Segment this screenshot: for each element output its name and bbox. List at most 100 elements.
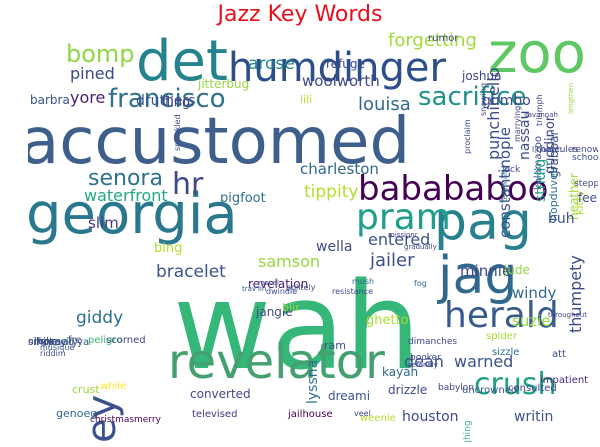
word-musique: musique [40,343,75,352]
word-rumor: rumor [428,33,459,44]
word-sizzle: sizzle [492,347,520,358]
word-bing: bing [154,241,183,256]
word-woolworth: woolworth [302,72,380,90]
word-writin: writin [514,409,554,425]
word-trav-lin: trav'lin [242,285,267,293]
word-while: while [100,381,127,392]
word-terrifically: terrifically [501,167,509,203]
word-booker: booker [410,353,441,363]
word-gradually: gradually [404,243,437,251]
word-ram: ram [324,339,346,352]
word-throughout: throughout [548,311,587,319]
word-snowing: snowing [479,82,488,116]
word-pacify: pacify [48,337,79,348]
word-crush: crush [474,367,557,402]
word-giddy: giddy [76,308,124,328]
word-resistance: resistance [332,287,374,296]
word-senora: senora [88,166,163,191]
word-spider: spider [486,331,517,342]
word-renowned: renowned [572,145,598,155]
word-yore: yore [70,88,106,107]
word-georgia: georgia [28,182,238,247]
word-drizzle: drizzle [388,383,428,397]
word-thumpety: thumpety [566,254,585,333]
word-uncrowned: uncrowned [462,385,518,396]
word-blir: blir [282,301,300,314]
word-fog: fog [414,279,427,288]
word-politely: politely [286,283,316,292]
word-triumph: triumph [535,93,544,126]
word-bracelet: bracelet [156,262,226,282]
word-dreami: dreami [328,389,371,403]
word-l-mma: l'mma [34,335,69,348]
word-refuge: refuge [326,57,365,71]
word-hercules: hercules [540,145,579,155]
word-nilly: nilly [28,337,47,347]
word-sprinkled: sprinkled [173,114,182,152]
word-schooled: schooled [572,153,598,163]
word-wah: wah [173,258,421,397]
word-missionr: missionr [388,231,418,239]
word-serenely: serenely [408,361,438,369]
word-pined: pined [70,64,115,83]
word-humdinger: humdinger [228,45,446,91]
word-jangle: jangle [256,305,293,319]
word-buh: buh [548,211,575,227]
word-louisa: louisa [358,94,411,115]
word-det: det [136,32,228,94]
word-jailer: jailer [370,250,415,271]
word-pag: pag [434,192,532,252]
word-sleighing: sleighing [463,420,473,442]
word-d-ya: d'ya [68,337,90,348]
word-suzie: suzie [512,312,551,330]
word-savannah: savannah [524,111,558,119]
word-warned: warned [454,352,514,371]
word-peligro: peligro [88,335,123,346]
word-francisco: francisco [108,84,226,114]
word-wella: wella [316,239,353,255]
word-converted: converted [190,387,251,401]
word-ups: ups [38,337,55,347]
word-riddim: riddim [40,349,66,358]
word-smokey: smokey [28,337,67,348]
word-marrying: marrying [513,106,522,143]
word-revelation: revelation [248,277,309,291]
word-jude: jude [504,263,530,277]
word-consulted: consulted [508,383,557,394]
word-rascal: rascal [258,279,279,287]
word-mush: mush [352,277,375,286]
word-fee: fee [578,191,597,205]
word-herald: herald [444,295,559,336]
word-bomp: bomp [66,40,135,68]
word-fling: fling [162,95,191,110]
word-jag: jag [438,246,518,306]
word-jailhouse: jailhouse [288,409,333,420]
word-pram: pram [356,197,451,238]
word-televised: televised [192,409,238,420]
word-genoeg: genoeg [56,407,98,420]
word-weenie: weenie [360,413,396,424]
word-veel: veel [354,409,371,418]
word-impatient: impatient [540,375,589,386]
word-accustomed: accustomed [28,105,411,179]
word-forgetting: forgetting [388,32,477,51]
word-fre: fre [68,335,82,346]
word-kayah: kayah [382,365,419,379]
word-joshua: joshua [462,69,502,83]
word-sacrifice: sacrifice [418,82,527,112]
word-babababoo: babababoo [358,169,549,209]
word-lili: lili [300,93,313,106]
word-entered: entered [368,230,431,249]
word-revelator: revelator [168,334,385,390]
word-babylon: babylon [438,383,474,393]
word-slim: slim [88,214,119,232]
word-jitterbug: jitterbug [198,77,250,91]
chart-title: Jazz Key Words [217,2,383,27]
word-dean: dean [404,352,444,371]
word-lengthen: lengthen [567,82,575,114]
word-arose: arose [248,54,295,74]
word-windy: windy [512,284,557,302]
word-barbra: barbra [30,93,70,107]
word-cloud: accustomed wah georgia zoo det humdinger revel… [28,32,598,442]
word-hr: hr [172,167,204,202]
